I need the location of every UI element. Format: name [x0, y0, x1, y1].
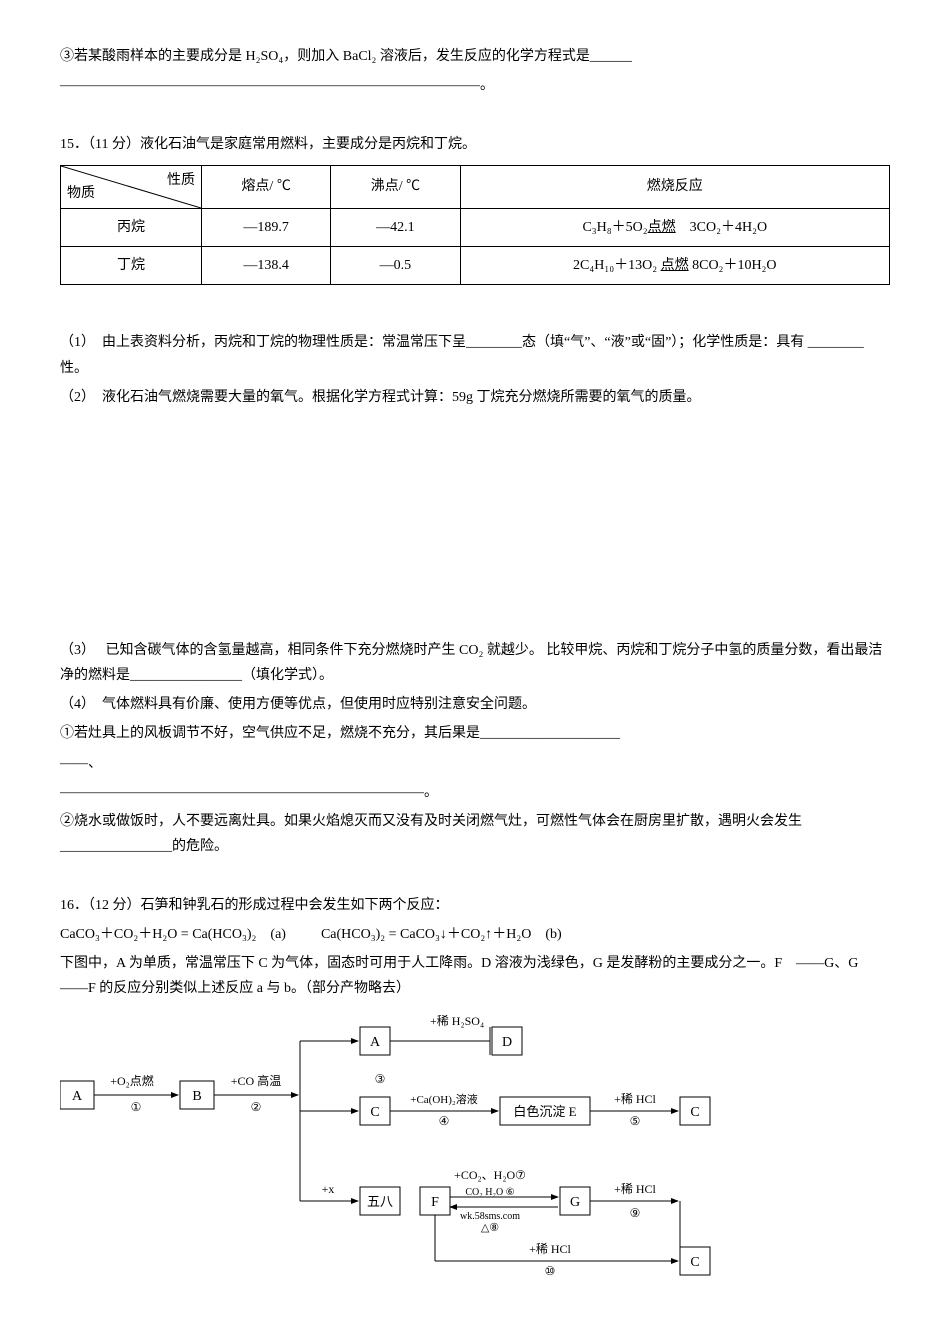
- q15-3: （3） 已知含碳气体的含氢量越高，相同条件下充分燃烧时产生 CO₂ 就越少。 比…: [60, 638, 890, 688]
- q15-4-1b: ——、: [60, 751, 890, 776]
- row0-rxn: C₃H₈＋5O₂点燃 3CO₂＋4H₂O: [460, 208, 889, 246]
- svg-text:CO₂ H₂O ⑥: CO₂ H₂O ⑥: [465, 1187, 514, 1198]
- q15-table: 物质 性质 熔点/ ℃ 沸点/ ℃ 燃烧反应 丙烷 —189.7 —42.1 C…: [60, 165, 890, 285]
- q15-stem: 15．（11 分）液化石油气是家庭常用燃料，主要成分是丙烷和丁烷。: [60, 132, 890, 157]
- svg-text:⑩: ⑩: [545, 1264, 556, 1278]
- row1-rxn: 2C₄H₁₀＋13O₂ 点燃 8CO₂＋10H₂O: [460, 246, 889, 284]
- diag-right-label: 性质: [167, 168, 195, 193]
- col-mp: 熔点/ ℃: [202, 165, 331, 208]
- svg-text:+CO₂、H₂O⑦: +CO₂、H₂O⑦: [454, 1168, 526, 1182]
- row1-name: 丁烷: [61, 246, 202, 284]
- svg-text:+稀 HCl: +稀 HCl: [614, 1092, 656, 1106]
- svg-text:A: A: [72, 1089, 83, 1104]
- diag-header: 物质 性质: [61, 165, 202, 208]
- table-row: 丁烷 —138.4 —0.5 2C₄H₁₀＋13O₂ 点燃 8CO₂＋10H₂O: [61, 246, 890, 284]
- svg-text:△⑧: △⑧: [481, 1222, 499, 1234]
- q16-desc: 下图中，A 为单质，常温常压下 C 为气体，固态时可用于人工降雨。D 溶液为浅绿…: [60, 951, 890, 1001]
- q15-4-1a: ①若灶具上的风板调节不好，空气供应不足，燃烧不充分，其后果是__________…: [60, 721, 890, 746]
- svg-text:+CO 高温: +CO 高温: [231, 1073, 281, 1088]
- svg-text:+稀 HCl: +稀 HCl: [614, 1182, 656, 1196]
- svg-text:+Ca(OH)₂溶液: +Ca(OH)₂溶液: [410, 1092, 477, 1106]
- svg-text:G: G: [570, 1195, 580, 1210]
- svg-text:①: ①: [131, 1100, 142, 1114]
- q16-stem: 16．（12 分）石笋和钟乳石的形成过程中会发生如下两个反应：: [60, 893, 890, 918]
- svg-text:wk.58sms.com: wk.58sms.com: [460, 1211, 520, 1222]
- svg-text:C: C: [690, 1105, 699, 1120]
- svg-text:D: D: [502, 1035, 512, 1050]
- row0-mp: —189.7: [202, 208, 331, 246]
- svg-text:③: ③: [375, 1072, 386, 1086]
- svg-text:五八: 五八: [367, 1194, 393, 1209]
- svg-text:⑨: ⑨: [630, 1206, 641, 1220]
- svg-text:C: C: [370, 1105, 379, 1120]
- svg-text:A: A: [370, 1035, 381, 1050]
- table-row: 丙烷 —189.7 —42.1 C₃H₈＋5O₂点燃 3CO₂＋4H₂O: [61, 208, 890, 246]
- flowchart-svg: A +O₂点燃 ① B +CO 高温 ② A ️ +稀 H₂SO₄ D ③ C …: [60, 1011, 840, 1291]
- col-bp: 沸点/ ℃: [331, 165, 460, 208]
- q14-3-text: ③若某酸雨样本的主要成分是 H₂SO₄，则加入 BaCl₂ 溶液后，发生反应的化…: [60, 44, 890, 69]
- q15-4-2: ②烧水或做饭时，人不要远离灶具。如果火焰熄灭而又没有及时关闭燃气灶，可燃性气体会…: [60, 809, 890, 859]
- row0-bp: —42.1: [331, 208, 460, 246]
- svg-text:+稀 HCl: +稀 HCl: [529, 1242, 571, 1256]
- svg-text:②: ②: [251, 1100, 262, 1114]
- svg-text:白色沉淀 E: 白色沉淀 E: [513, 1104, 576, 1119]
- q14-3-blank-line: ——————————————————————————————。: [60, 73, 890, 98]
- q15-2: （2） 液化石油气燃烧需要大量的氧气。根据化学方程式计算：59g 丁烷充分燃烧所…: [60, 385, 890, 410]
- row0-name: 丙烷: [61, 208, 202, 246]
- row1-mp: —138.4: [202, 246, 331, 284]
- svg-text:+O₂点燃: +O₂点燃: [110, 1073, 154, 1088]
- svg-text:+x: +x: [322, 1182, 335, 1196]
- q16-flowchart: A +O₂点燃 ① B +CO 高温 ② A ️ +稀 H₂SO₄ D ③ C …: [60, 1011, 890, 1300]
- calc-space: [60, 414, 890, 634]
- q15-1: （1） 由上表资料分析，丙烷和丁烷的物理性质是：常温常压下呈________态（…: [60, 330, 890, 380]
- table-header-row: 物质 性质 熔点/ ℃ 沸点/ ℃ 燃烧反应: [61, 165, 890, 208]
- diag-left-label: 物质: [67, 181, 95, 206]
- svg-text:+稀 H₂SO₄: +稀 H₂SO₄: [430, 1014, 484, 1028]
- svg-text:C: C: [690, 1255, 699, 1270]
- q15-4-1c: ——————————————————————————。: [60, 780, 890, 805]
- svg-text:B: B: [192, 1089, 201, 1104]
- col-rxn: 燃烧反应: [460, 165, 889, 208]
- q16-eq-line: CaCO₃＋CO₂＋H₂O = Ca(HCO₃)₂ (a) Ca(HCO₃)₂ …: [60, 922, 890, 947]
- svg-text:④: ④: [439, 1114, 450, 1128]
- row1-bp: —0.5: [331, 246, 460, 284]
- svg-text:F: F: [431, 1195, 439, 1210]
- q15-4: （4） 气体燃料具有价廉、使用方便等优点，但使用时应特别注意安全问题。: [60, 692, 890, 717]
- svg-text:⑤: ⑤: [630, 1114, 641, 1128]
